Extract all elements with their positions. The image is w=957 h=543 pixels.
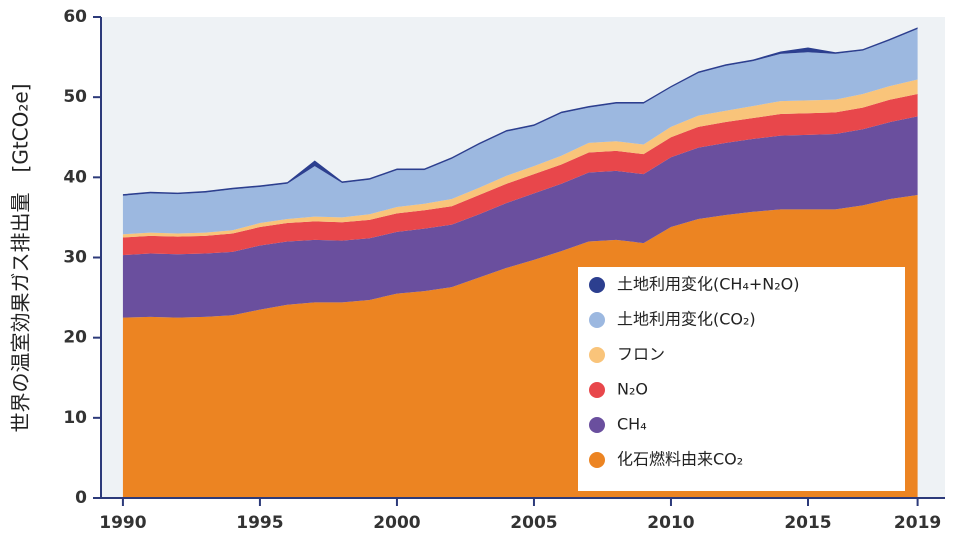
x-tick-label: 2010: [647, 513, 694, 533]
legend-marker: [589, 347, 605, 363]
x-tick-label: 2015: [784, 513, 831, 533]
x-tick-label: 2019: [894, 513, 941, 533]
legend-label: 化石燃料由来CO₂: [617, 450, 743, 469]
legend: 土地利用変化(CH₄+N₂O) 土地利用変化(CO₂) フロン N₂O CH₄ 化石燃料由…: [578, 267, 905, 491]
y-tick-label: 10: [63, 408, 87, 428]
y-tick-label: 30: [63, 248, 87, 268]
y-tick-label: 50: [63, 87, 87, 107]
y-tick-label: 40: [63, 167, 87, 187]
x-tick-label: 1990: [99, 513, 146, 533]
legend-label: 土地利用変化(CH₄+N₂O): [617, 275, 800, 294]
area: [122, 116, 918, 318]
legend-label: N₂O: [617, 380, 648, 399]
y-tick-label: 20: [63, 328, 87, 348]
legend-label: 土地利用変化(CO₂): [617, 310, 756, 329]
legend-label: CH₄: [617, 415, 647, 434]
x-tick-label: 2000: [373, 513, 420, 533]
legend-marker: [589, 277, 605, 293]
area: [122, 79, 918, 238]
area: [122, 29, 918, 235]
area: [122, 93, 918, 256]
x-tick-label: 2005: [510, 513, 557, 533]
legend-marker: [589, 382, 605, 398]
legend-marker: [589, 452, 605, 468]
legend-label: フロン: [617, 345, 665, 364]
y-tick-label: 60: [63, 7, 87, 27]
y-axis-label: 世界の温室効果ガス排出量 [GtCO₂e]: [9, 84, 33, 433]
legend-marker: [589, 417, 605, 433]
x-tick-label: 1995: [236, 513, 283, 533]
legend-box: [578, 267, 905, 491]
legend-marker: [589, 312, 605, 328]
y-tick-label: 0: [75, 488, 87, 508]
